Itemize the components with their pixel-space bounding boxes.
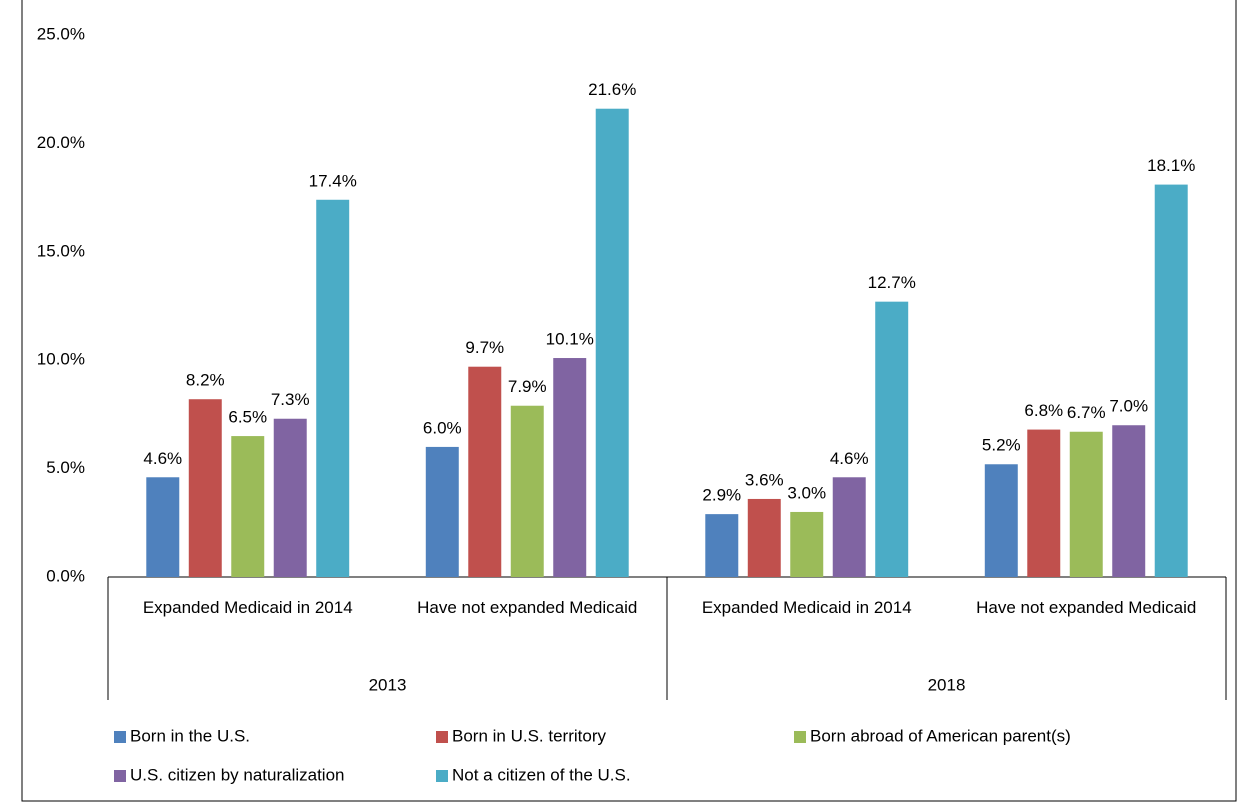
- data-label: 4.6%: [830, 449, 869, 468]
- y-tick-label: 5.0%: [46, 458, 85, 477]
- legend-swatch: [114, 770, 126, 782]
- bar: [188, 399, 222, 577]
- legend-label: Born abroad of American parent(s): [810, 726, 1071, 745]
- legend-label: U.S. citizen by naturalization: [130, 765, 345, 784]
- data-label: 9.7%: [465, 338, 504, 357]
- y-tick-label: 15.0%: [37, 241, 85, 260]
- bar: [1069, 431, 1103, 577]
- bar: [468, 366, 502, 577]
- bar: [595, 108, 629, 577]
- data-label: 12.7%: [868, 273, 916, 292]
- bar: [875, 301, 909, 577]
- data-label: 3.0%: [787, 483, 826, 502]
- data-label: 6.0%: [423, 418, 462, 437]
- x-category-wrap: Have not expanded Medicaid: [417, 598, 638, 617]
- x-tick-label: Have not expanded Medicaid: [417, 598, 638, 617]
- data-label: 7.0%: [1109, 397, 1148, 416]
- data-label: 21.6%: [588, 80, 636, 99]
- x-tick-label: Expanded Medicaid in 2014: [142, 598, 353, 617]
- x-category-wrap: Expanded Medicaid in 2014: [142, 598, 353, 617]
- x-tick-label: Expanded Medicaid in 2014: [701, 598, 912, 617]
- data-label: 8.2%: [186, 371, 225, 390]
- bar: [273, 418, 307, 577]
- data-label: 6.8%: [1024, 401, 1063, 420]
- data-label: 18.1%: [1147, 156, 1195, 175]
- legend-label: Born in U.S. territory: [452, 726, 606, 745]
- legend-swatch: [436, 731, 448, 743]
- bar: [1154, 184, 1188, 578]
- y-tick-label: 20.0%: [37, 133, 85, 152]
- data-label: 3.6%: [745, 470, 784, 489]
- data-label: 17.4%: [309, 171, 357, 190]
- x-category-wrap: Expanded Medicaid in 2014: [701, 598, 912, 617]
- bar: [1027, 429, 1061, 577]
- x-category-wrap: Have not expanded Medicaid: [976, 598, 1197, 617]
- y-tick-label: 0.0%: [46, 566, 85, 585]
- bar: [553, 358, 587, 577]
- data-label: 7.3%: [271, 390, 310, 409]
- bar: [316, 199, 350, 577]
- bar: [231, 436, 265, 577]
- bar: [425, 446, 459, 577]
- bar: [510, 405, 544, 577]
- data-label: 4.6%: [143, 449, 182, 468]
- y-tick-label: 25.0%: [37, 24, 85, 43]
- bar: [705, 514, 739, 577]
- data-label: 10.1%: [546, 330, 594, 349]
- data-label: 2.9%: [702, 486, 741, 505]
- group-label: 2018: [928, 675, 966, 694]
- legend-swatch: [436, 770, 448, 782]
- bar: [832, 477, 866, 577]
- x-tick-label: Have not expanded Medicaid: [976, 598, 1197, 617]
- bar: [984, 464, 1018, 577]
- group-label: 2013: [369, 675, 407, 694]
- bar: [747, 498, 781, 577]
- y-tick-label: 10.0%: [37, 350, 85, 369]
- legend-swatch: [114, 731, 126, 743]
- bar: [790, 511, 824, 577]
- data-label: 7.9%: [508, 377, 547, 396]
- data-label: 6.5%: [228, 408, 267, 427]
- legend-swatch: [794, 731, 806, 743]
- bar: [1112, 425, 1146, 577]
- legend-label: Not a citizen of the U.S.: [452, 765, 631, 784]
- legend-label: Born in the U.S.: [130, 726, 250, 745]
- chart-border: [21, 0, 1237, 802]
- bar: [146, 477, 180, 577]
- data-label: 5.2%: [982, 436, 1021, 455]
- data-label: 6.7%: [1067, 403, 1106, 422]
